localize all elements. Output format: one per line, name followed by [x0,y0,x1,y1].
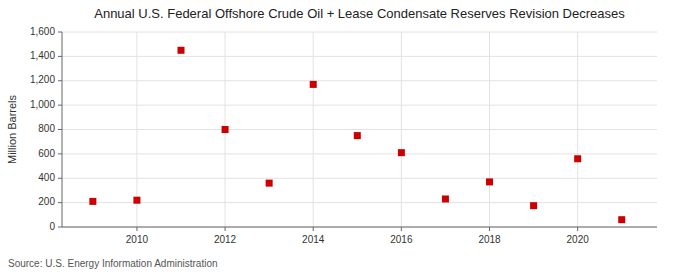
x-tick-label: 2012 [214,234,237,245]
point [89,198,96,205]
x-grid-line [401,32,402,227]
point [133,197,140,204]
y-tick-label: 600 [38,148,55,159]
y-tick [58,105,62,106]
y-tick [58,80,62,81]
points [89,47,625,223]
point [574,155,581,162]
y-tick [58,129,62,130]
y-tick [58,178,62,179]
x-tick [489,227,490,231]
y-tick-label: 200 [38,196,55,207]
x-tick-label: 2018 [478,234,501,245]
y-grid-line [62,202,657,203]
x-tick-label: 2010 [126,234,149,245]
x-tick-label: 2020 [567,234,590,245]
y-grid-line [62,32,657,33]
x-grid-line [489,32,490,227]
x-tick [136,227,137,231]
y-tick [58,202,62,203]
y-grid-line [62,105,657,106]
x-tick [401,227,402,231]
x-tick [225,227,226,231]
y-tick [58,227,62,228]
x-tick [313,227,314,231]
point [310,81,317,88]
x-tick [577,227,578,231]
y-tick-label: 1,600 [30,26,55,37]
y-tick [58,153,62,154]
y-tick-label: 1,200 [30,74,55,85]
x-grid-line [577,32,578,227]
y-tick-label: 800 [38,123,55,134]
y-grid-line [62,56,657,57]
y-tick-label: 1,400 [30,50,55,61]
x-tick-label: 2016 [390,234,413,245]
point [266,180,273,187]
y-grid-line [62,153,657,154]
y-grid-line [62,80,657,81]
x-axis: 2010 2012 2014 2016 2018 2020 [126,227,589,245]
point [618,216,625,223]
y-grid-line [62,178,657,179]
point [398,149,405,156]
y-axis: 0 200 400 600 800 1,000 1,200 1,400 1,600 [30,26,62,232]
y-tick [58,56,62,57]
chart-svg: 02004006008001,0001,2001,4001,6002010201… [0,0,675,275]
y-tick-label: 400 [38,172,55,183]
chart-container: 02004006008001,0001,2001,4001,6002010201… [0,0,675,275]
title: Annual U.S. Federal Offshore Crude Oil +… [94,6,625,21]
point [530,202,537,209]
x-grid-line [313,32,314,227]
grid [62,32,657,227]
point [442,195,449,202]
y-tick-label: 1,000 [30,99,55,110]
y-grid-line [62,129,657,130]
point [178,47,185,54]
x-axis-line [62,227,657,228]
point [222,126,229,133]
x-tick-label: 2014 [302,234,325,245]
y-tick [58,32,62,33]
point [354,132,361,139]
y-tick-label: 0 [49,221,55,232]
point [486,178,493,185]
source-note: Source: U.S. Energy Information Administ… [8,258,218,269]
y-grid-line [62,227,657,228]
y-axis-label: Million Barrels [6,94,18,164]
